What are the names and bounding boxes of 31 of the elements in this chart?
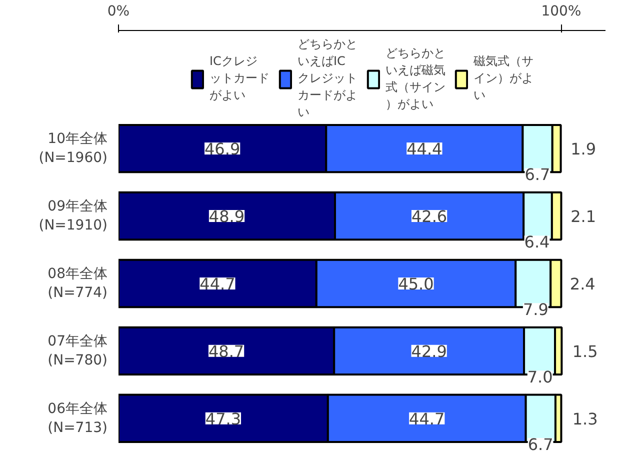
data-label: 7.9 [522,300,548,320]
data-label: 44.7 [200,274,236,294]
data-label: 7.0 [527,368,553,387]
data-label: 2.1 [570,207,596,226]
x-tick-label: 100% [541,4,582,20]
data-label: 1.3 [572,409,598,428]
data-label: 48.9 [208,207,245,226]
data-label: 2.4 [570,274,596,294]
data-label: 44.4 [406,140,442,159]
legend-label: どちらかといえば磁気式（サイン）がよい [386,44,446,112]
data-label: 46.9 [204,140,240,159]
y-tick-label: 07年全体 (N=780) [48,333,108,369]
data-label: 45.0 [398,274,434,294]
y-tick-label: 08年全体 (N=774) [48,266,108,302]
legend-label: 磁気式（サイン）がよい [474,53,534,104]
data-label: 6.7 [528,435,554,454]
data-label: 42.9 [411,342,447,361]
data-label: 47.3 [205,409,242,428]
x-tick-label: 0% [107,4,130,20]
legend-label: ICクレジットカードがよい [210,53,270,104]
data-label: 1.5 [572,342,598,361]
data-label: 48.7 [208,342,244,361]
data-label: 1.9 [570,140,596,159]
data-label: 42.6 [411,207,448,226]
y-tick-label: 10年全体 (N=1960) [38,130,108,166]
y-tick-label: 09年全体 (N=1910) [38,198,108,234]
y-tick-label: 06年全体 (N=713) [48,400,108,436]
data-label: 44.7 [409,409,445,428]
data-label: 6.4 [524,232,550,252]
legend-label: どちらかといえばICクレジットカードがよい [298,36,358,121]
data-label: 6.7 [524,165,550,184]
